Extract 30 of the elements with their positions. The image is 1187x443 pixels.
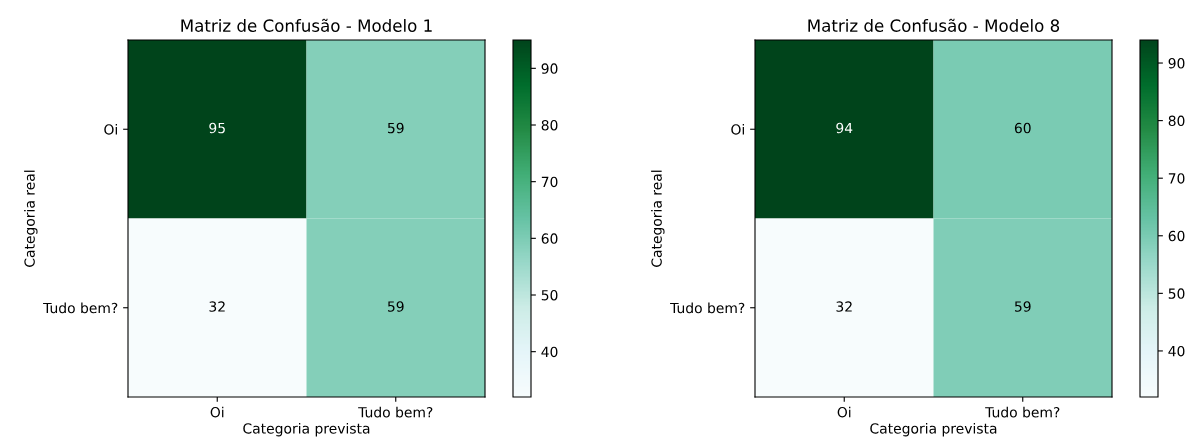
color-bar-label: 90 [1168, 58, 1185, 69]
color-bar-label: 60 [541, 233, 558, 244]
y-axis-title: Categoria real [24, 170, 38, 267]
data-label: 59 [387, 122, 404, 134]
color-bar-label: 80 [541, 119, 558, 131]
x-tick-label: Tudo bem? [358, 406, 433, 418]
color-bar-label: 40 [1168, 345, 1185, 357]
data-label: 59 [1014, 301, 1031, 312]
color-bar-label: 50 [1168, 288, 1185, 299]
data-label: 94 [836, 122, 853, 134]
color-bar-label: 40 [541, 346, 558, 358]
color-bar-label: 90 [541, 63, 558, 74]
data-label: 59 [387, 301, 404, 312]
data-label: 60 [1014, 122, 1031, 134]
color-bar-label: 60 [1168, 230, 1185, 242]
x-tick-label: Oi [837, 406, 851, 418]
x-axis-title: Categoria prevista [870, 422, 997, 437]
color-bar-label: 70 [1168, 173, 1185, 184]
chart-title: Matriz de Confusão - Modelo 8 [808, 18, 1060, 32]
x-axis-title: Categoria prevista [243, 422, 370, 437]
data-label: 32 [836, 301, 852, 312]
x-tick-label: Tudo bem? [985, 406, 1060, 418]
color-bar-label: 70 [541, 176, 558, 188]
data-label: 95 [209, 122, 225, 134]
data-label: 32 [209, 301, 225, 312]
chart-title: Matriz de Confusão - Modelo 1 [181, 18, 432, 32]
x-tick-label: Oi [210, 406, 224, 418]
color-bar-label: 80 [1168, 115, 1185, 127]
color-bar-label: 50 [541, 289, 558, 301]
y-axis-title: Categoria real [651, 170, 665, 267]
